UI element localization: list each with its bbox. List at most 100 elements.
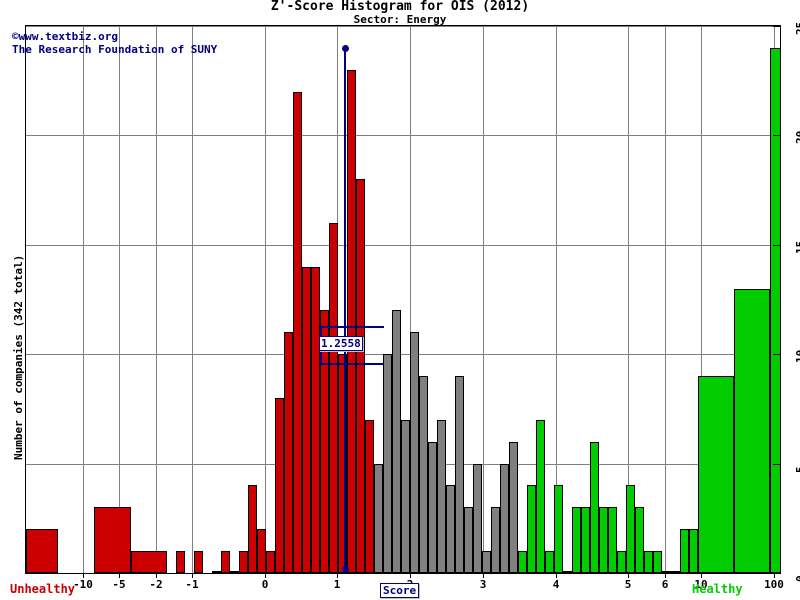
chart-subtitle: Sector: Energy [353, 13, 447, 26]
gridline-vertical [156, 26, 157, 573]
x-axis-tick-label: -10 [73, 578, 93, 591]
x-axis-tick [665, 573, 666, 578]
gridline-horizontal [26, 26, 780, 27]
x-axis-tick [701, 573, 702, 578]
histogram-bar [491, 507, 500, 573]
histogram-bar [608, 507, 617, 573]
y-axis-tick [773, 26, 780, 27]
y-axis-tick [773, 135, 780, 137]
histogram-bar [302, 266, 311, 573]
x-axis-tick-label: 6 [661, 578, 669, 591]
histogram-bar [662, 571, 671, 573]
histogram-bar [590, 441, 599, 573]
histogram-bar [617, 551, 626, 573]
histogram-bar [329, 222, 338, 573]
histogram-bar [293, 91, 302, 573]
gridline-vertical [119, 26, 120, 573]
gridline-vertical [628, 26, 629, 573]
x-axis-tick [774, 573, 775, 578]
healthy-label: Healthy [692, 582, 743, 596]
x-axis-tick [83, 573, 84, 578]
histogram-bar [734, 288, 770, 573]
gridline-horizontal [26, 244, 780, 246]
histogram-bar [392, 310, 401, 573]
histogram-bar [419, 376, 428, 573]
histogram-bar [428, 441, 437, 573]
histogram-bar [131, 551, 167, 573]
histogram-bar [176, 551, 185, 573]
gridline-vertical [83, 26, 84, 573]
gridline-vertical [665, 26, 666, 573]
histogram-bar [437, 419, 446, 573]
histogram-bar [653, 551, 662, 573]
y-axis-tick-label: 25 [794, 21, 800, 35]
histogram-bar [221, 551, 230, 573]
gridline-horizontal [26, 135, 780, 137]
y-axis-tick-label: 5 [794, 466, 800, 473]
histogram-bar [500, 463, 509, 573]
y-axis-tick [773, 573, 780, 574]
histogram-bar [464, 507, 473, 573]
x-axis-title: Score [380, 583, 420, 598]
histogram-bar [365, 419, 374, 573]
y-axis-tick-label: 10 [794, 349, 800, 364]
histogram-bar [230, 571, 239, 573]
histogram-bar [383, 354, 392, 573]
histogram-bar [275, 397, 284, 573]
histogram-bar [239, 551, 248, 573]
histogram-bar [194, 551, 203, 573]
histogram-bar [572, 507, 581, 573]
x-axis-tick [119, 573, 120, 578]
copyright-notice: ©www.textbiz.org The Research Foundation … [12, 30, 217, 56]
y-axis-tick-label: 20 [794, 131, 800, 145]
histogram-bar [644, 551, 653, 573]
histogram-bar [284, 332, 293, 573]
histogram-bar [374, 463, 383, 573]
histogram-bar [509, 441, 518, 573]
y-axis-tick-label: 0 [794, 575, 800, 582]
histogram-bar [311, 266, 320, 573]
histogram-bar [563, 571, 572, 573]
histogram-bar [770, 47, 780, 573]
histogram-bar [599, 507, 608, 573]
histogram-bar [266, 551, 275, 573]
x-axis-tick [156, 573, 157, 578]
x-axis-tick [192, 573, 193, 578]
histogram-bar [554, 485, 563, 573]
x-axis-tick-label: 1 [333, 578, 341, 591]
histogram-bar [320, 310, 329, 573]
plot-inner: 1.2558 [26, 26, 780, 573]
histogram-bar [518, 551, 527, 573]
y-axis-title: Number of companies (342 total) [12, 254, 25, 460]
y-axis-tick [773, 354, 780, 356]
histogram-bar [410, 332, 419, 573]
plot-area: 1.2558 [25, 25, 781, 574]
marker-value-label: 1.2558 [319, 336, 363, 352]
histogram-bar [455, 376, 464, 573]
gridline-vertical [410, 26, 411, 573]
marker-error-upper [320, 325, 384, 328]
x-axis-tick-label: 100 [764, 578, 784, 591]
marker-line [344, 47, 346, 573]
x-axis-tick-label: 3 [479, 578, 487, 591]
histogram-bar [689, 529, 698, 573]
y-axis-tick [773, 244, 780, 246]
histogram-bar [338, 354, 347, 573]
marker-top-dot [341, 44, 349, 52]
x-axis-tick [410, 573, 411, 578]
histogram-bar [680, 529, 689, 573]
x-axis-tick [483, 573, 484, 578]
unhealthy-label: Unhealthy [10, 582, 76, 596]
x-axis-tick-label: -5 [112, 578, 126, 591]
histogram-bar [347, 69, 356, 573]
gridline-horizontal [26, 354, 780, 356]
x-axis-tick [337, 573, 338, 578]
x-axis-tick-label: 4 [552, 578, 560, 591]
histogram-bar [473, 463, 482, 573]
marker-error-lower [320, 362, 384, 365]
x-axis-tick [556, 573, 557, 578]
histogram-bar [581, 507, 590, 573]
gridline-vertical [556, 26, 557, 573]
histogram-bar [536, 419, 545, 573]
